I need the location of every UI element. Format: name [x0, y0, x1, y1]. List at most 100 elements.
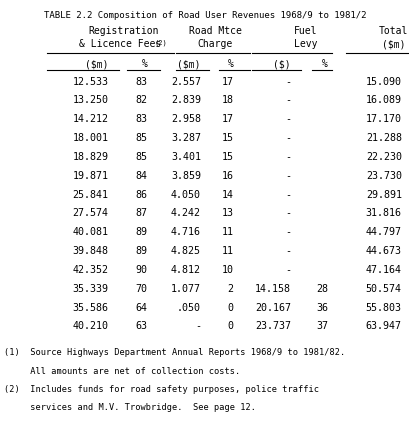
Text: 17: 17	[221, 77, 233, 87]
Text: 17: 17	[221, 114, 233, 124]
Text: Levy: Levy	[293, 39, 317, 49]
Text: 1.077: 1.077	[171, 284, 200, 294]
Text: 16: 16	[221, 171, 233, 181]
Text: Road Mtce: Road Mtce	[189, 26, 241, 36]
Text: (2)  Includes funds for road safety purposes, police traffic: (2) Includes funds for road safety purpo…	[4, 385, 318, 394]
Text: 17.170: 17.170	[365, 114, 401, 124]
Text: -: -	[284, 265, 290, 275]
Text: 31.816: 31.816	[365, 208, 401, 219]
Text: -: -	[284, 77, 290, 87]
Text: 4.825: 4.825	[171, 246, 200, 256]
Text: Charge: Charge	[197, 39, 232, 49]
Text: -: -	[284, 114, 290, 124]
Text: 37: 37	[315, 321, 327, 332]
Text: 63: 63	[135, 321, 147, 332]
Text: ($m): ($m)	[381, 39, 405, 49]
Text: 55.803: 55.803	[365, 303, 401, 313]
Text: 89: 89	[135, 246, 147, 256]
Text: 18.829: 18.829	[72, 152, 108, 162]
Text: -: -	[284, 95, 290, 106]
Text: 64: 64	[135, 303, 147, 313]
Text: 15: 15	[221, 133, 233, 143]
Text: TABLE 2.2 Composition of Road User Revenues 1968/9 to 1981/2: TABLE 2.2 Composition of Road User Reven…	[44, 11, 365, 20]
Text: 13.250: 13.250	[72, 95, 108, 106]
Text: 28: 28	[315, 284, 327, 294]
Text: 23.730: 23.730	[365, 171, 401, 181]
Text: 90: 90	[135, 265, 147, 275]
Text: 42.352: 42.352	[72, 265, 108, 275]
Text: 14.212: 14.212	[72, 114, 108, 124]
Text: 63.947: 63.947	[365, 321, 401, 332]
Text: Registration: Registration	[89, 26, 159, 36]
Text: (1)  Source Highways Department Annual Reports 1968/9 to 1981/82.: (1) Source Highways Department Annual Re…	[4, 348, 344, 357]
Text: 13: 13	[221, 208, 233, 219]
Text: 70: 70	[135, 284, 147, 294]
Text: 14.158: 14.158	[254, 284, 290, 294]
Text: ($m): ($m)	[85, 59, 108, 69]
Text: 15: 15	[221, 152, 233, 162]
Text: 87: 87	[135, 208, 147, 219]
Text: Fuel: Fuel	[293, 26, 317, 36]
Text: 84: 84	[135, 171, 147, 181]
Text: -: -	[284, 190, 290, 200]
Text: ($): ($)	[273, 59, 290, 69]
Text: 11: 11	[221, 246, 233, 256]
Text: 82: 82	[135, 95, 147, 106]
Text: All amounts are net of collection costs.: All amounts are net of collection costs.	[4, 367, 240, 376]
Text: 20.167: 20.167	[254, 303, 290, 313]
Text: 85: 85	[135, 133, 147, 143]
Text: -: -	[284, 133, 290, 143]
Text: 2.839: 2.839	[171, 95, 200, 106]
Text: 40.081: 40.081	[72, 227, 108, 237]
Text: 11: 11	[221, 227, 233, 237]
Text: -: -	[284, 171, 290, 181]
Text: 40.210: 40.210	[72, 321, 108, 332]
Text: 21.288: 21.288	[365, 133, 401, 143]
Text: 0: 0	[227, 321, 233, 332]
Text: 4.716: 4.716	[171, 227, 200, 237]
Text: 18: 18	[221, 95, 233, 106]
Text: 3.401: 3.401	[171, 152, 200, 162]
Text: 85: 85	[135, 152, 147, 162]
Text: 35.339: 35.339	[72, 284, 108, 294]
Text: %: %	[321, 59, 327, 69]
Text: -: -	[284, 152, 290, 162]
Text: 29.891: 29.891	[365, 190, 401, 200]
Text: 19.871: 19.871	[72, 171, 108, 181]
Text: 12.533: 12.533	[72, 77, 108, 87]
Text: 25.841: 25.841	[72, 190, 108, 200]
Text: 14: 14	[221, 190, 233, 200]
Text: 18.001: 18.001	[72, 133, 108, 143]
Text: Total: Total	[378, 26, 407, 36]
Text: 10: 10	[221, 265, 233, 275]
Text: & Licence Fees: & Licence Fees	[79, 39, 161, 49]
Text: .050: .050	[176, 303, 200, 313]
Text: 4.242: 4.242	[171, 208, 200, 219]
Text: 22.230: 22.230	[365, 152, 401, 162]
Text: 50.574: 50.574	[365, 284, 401, 294]
Text: 47.164: 47.164	[365, 265, 401, 275]
Text: 3.287: 3.287	[171, 133, 200, 143]
Text: 44.673: 44.673	[365, 246, 401, 256]
Text: 83: 83	[135, 114, 147, 124]
Text: ($m): ($m)	[177, 59, 200, 69]
Text: %: %	[142, 59, 147, 69]
Text: 35.586: 35.586	[72, 303, 108, 313]
Text: 86: 86	[135, 190, 147, 200]
Text: 16.089: 16.089	[365, 95, 401, 106]
Text: 89: 89	[135, 227, 147, 237]
Text: 2.557: 2.557	[171, 77, 200, 87]
Text: -: -	[284, 227, 290, 237]
Text: 2.958: 2.958	[171, 114, 200, 124]
Text: -: -	[194, 321, 200, 332]
Text: %: %	[227, 59, 233, 69]
Text: 39.848: 39.848	[72, 246, 108, 256]
Text: 4.050: 4.050	[171, 190, 200, 200]
Text: 36: 36	[315, 303, 327, 313]
Text: 15.090: 15.090	[365, 77, 401, 87]
Text: (2): (2)	[155, 39, 167, 46]
Text: 23.737: 23.737	[254, 321, 290, 332]
Text: 44.797: 44.797	[365, 227, 401, 237]
Text: services and M.V. Trowbridge.  See page 12.: services and M.V. Trowbridge. See page 1…	[4, 403, 256, 413]
Text: 3.859: 3.859	[171, 171, 200, 181]
